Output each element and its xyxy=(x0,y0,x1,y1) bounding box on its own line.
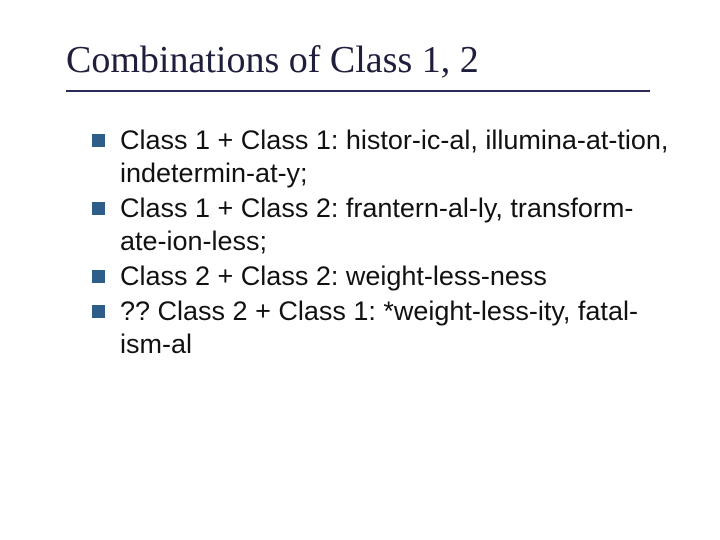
list-item: Class 2 + Class 2: weight-less-ness xyxy=(92,260,670,293)
slide-title: Combinations of Class 1, 2 xyxy=(66,38,670,82)
bullet-list: Class 1 + Class 1: histor-ic-al, illumin… xyxy=(66,124,670,361)
list-item: ?? Class 2 + Class 1: *weight-less-ity, … xyxy=(92,295,670,361)
slide-container: Combinations of Class 1, 2 Class 1 + Cla… xyxy=(0,0,720,540)
list-item: Class 1 + Class 2: frantern-al-ly, trans… xyxy=(92,192,670,258)
title-underline xyxy=(66,90,650,92)
list-item: Class 1 + Class 1: histor-ic-al, illumin… xyxy=(92,124,670,190)
